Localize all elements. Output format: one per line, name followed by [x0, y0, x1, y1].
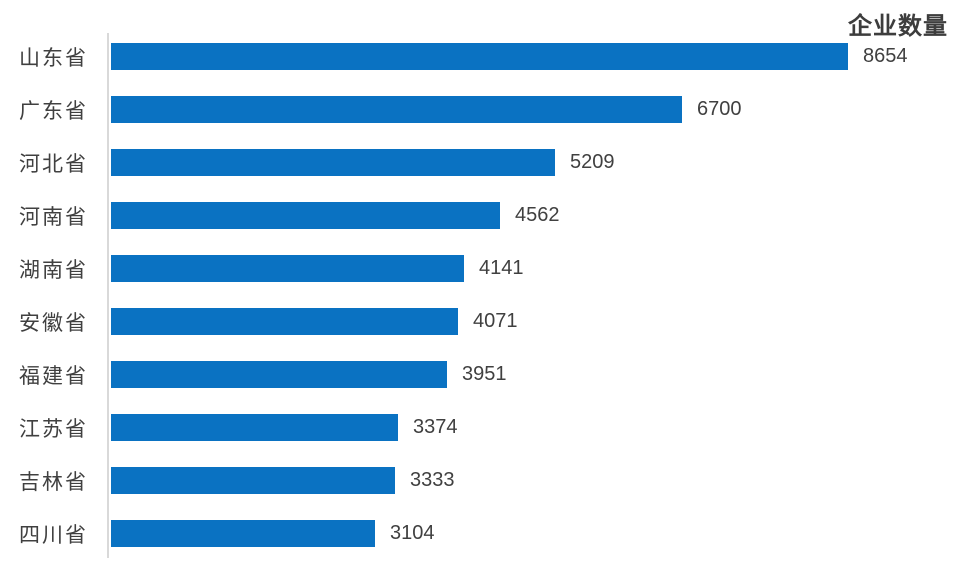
category-label: 湖南省: [19, 257, 88, 282]
bar-row: 四川省 3104: [0, 507, 959, 560]
category-label: 广东省: [19, 98, 88, 123]
value-label: 3374: [413, 416, 458, 438]
category-label: 江苏省: [19, 416, 88, 441]
value-label: 4071: [473, 310, 518, 332]
bar-row: 河北省 5209: [0, 136, 959, 189]
value-label: 3951: [462, 363, 507, 385]
bar: [111, 43, 848, 70]
value-label: 6700: [697, 98, 742, 120]
value-label: 3333: [410, 469, 455, 491]
bar: [111, 467, 395, 494]
bar: [111, 520, 375, 547]
category-label: 河北省: [19, 151, 88, 176]
bar-row: 湖南省 4141: [0, 242, 959, 295]
category-label: 安徽省: [19, 310, 88, 335]
y-axis-line: [107, 33, 109, 558]
value-label: 8654: [863, 45, 908, 67]
bar: [111, 255, 464, 282]
bar: [111, 149, 555, 176]
bar: [111, 96, 682, 123]
chart-title: 企业数量: [848, 13, 948, 40]
value-label: 3104: [390, 522, 435, 544]
bar: [111, 202, 500, 229]
bar-row: 安徽省 4071: [0, 295, 959, 348]
value-label: 4562: [515, 204, 560, 226]
bar-row: 福建省 3951: [0, 348, 959, 401]
category-label: 山东省: [19, 45, 88, 70]
category-label: 河南省: [19, 204, 88, 229]
bar-row: 江苏省 3374: [0, 401, 959, 454]
value-label: 5209: [570, 151, 615, 173]
bar-row: 广东省 6700: [0, 83, 959, 136]
bar-row: 吉林省 3333: [0, 454, 959, 507]
category-label: 四川省: [19, 522, 88, 547]
bar: [111, 361, 447, 388]
category-label: 吉林省: [19, 469, 88, 494]
bar-row: 山东省 8654: [0, 30, 959, 83]
category-label: 福建省: [19, 363, 88, 388]
value-label: 4141: [479, 257, 524, 279]
bar-rows: 山东省 8654 广东省 6700 河北省 5209 河南省 4562 湖南省 4141 安徽省 40…: [0, 30, 959, 560]
bar: [111, 414, 398, 441]
bar-row: 河南省 4562: [0, 189, 959, 242]
bar: [111, 308, 458, 335]
